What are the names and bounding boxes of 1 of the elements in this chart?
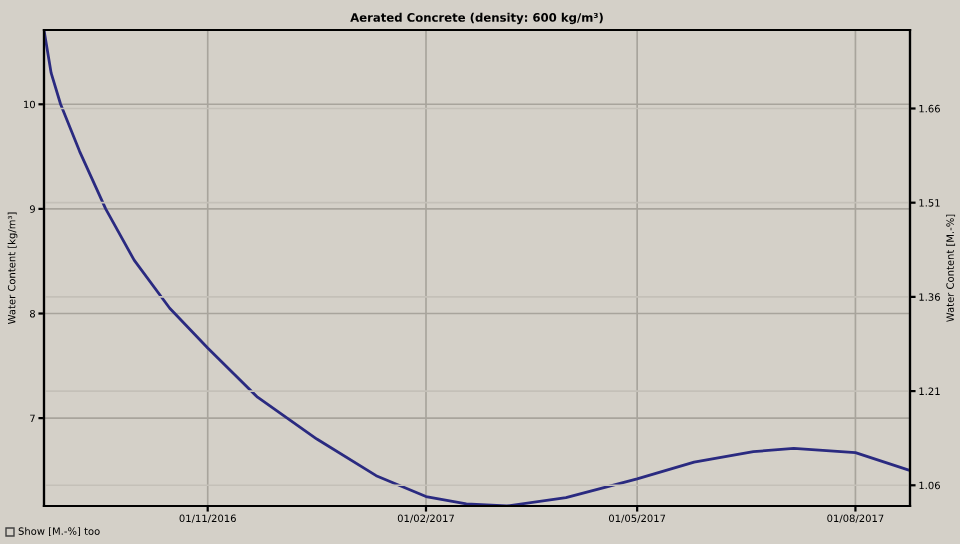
line-series [44, 30, 910, 506]
